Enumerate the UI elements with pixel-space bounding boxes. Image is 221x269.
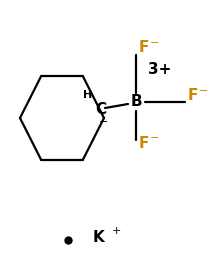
Text: B: B [130, 94, 142, 109]
Text: F: F [139, 41, 149, 55]
Text: −: − [150, 133, 159, 143]
Text: F: F [188, 89, 198, 104]
Text: K: K [93, 231, 105, 246]
Text: C: C [95, 101, 107, 116]
Text: −: − [99, 117, 109, 127]
Text: −: − [150, 38, 159, 48]
Text: H: H [83, 90, 93, 100]
Text: 3+: 3+ [148, 62, 171, 77]
Text: F: F [139, 136, 149, 150]
Text: −: − [199, 86, 208, 96]
Text: +: + [112, 226, 121, 236]
